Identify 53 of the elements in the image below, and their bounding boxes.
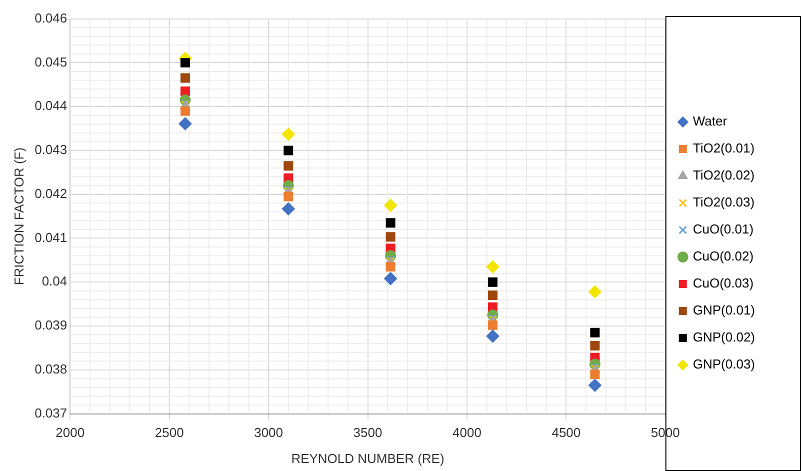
point (588, 285, 602, 298)
legend-label: TiO2(0.02) (692, 168, 755, 183)
point (384, 198, 398, 212)
point (284, 161, 294, 171)
point (384, 272, 398, 286)
y-tick-label: 0.043 (34, 142, 68, 158)
point (386, 262, 396, 272)
point (180, 73, 190, 83)
y-tick-label: 0.041 (34, 230, 68, 245)
x-tick-label: 4500 (552, 425, 581, 440)
legend-label: TiO2(0.03) (692, 194, 755, 210)
point (488, 290, 498, 300)
point (386, 232, 396, 242)
point (178, 117, 192, 130)
x-tick-label: 4000 (452, 425, 482, 440)
x-tick-label: 3500 (353, 425, 382, 440)
y-tick-label: 0.037 (34, 405, 68, 420)
legend-label: CuO(0.03) (692, 276, 754, 291)
y-tick-label: 0.039 (34, 318, 68, 333)
x-axis-title: REYNOLD NUMBER (RE) (291, 450, 444, 466)
point (486, 260, 500, 274)
y-tick-label: 0.042 (34, 186, 68, 201)
point (488, 320, 498, 330)
legend-label: Water (692, 114, 728, 129)
legend-label: TiO2(0.01) (692, 140, 755, 156)
legend-label: GNP(0.02) (692, 330, 756, 345)
point (590, 328, 600, 338)
point (180, 58, 190, 68)
point (590, 370, 600, 380)
legend-label: CuO(0.02) (692, 248, 754, 264)
point (180, 106, 190, 116)
point (284, 192, 294, 202)
legend-label: CuO(0.01) (692, 222, 754, 237)
legend-label: GNP(0.03) (692, 356, 756, 372)
y-tick-label: 0.04 (42, 274, 68, 289)
point (588, 378, 602, 392)
y-tick-label: 0.045 (34, 54, 68, 70)
point (488, 277, 498, 287)
y-axis-title: FRICTION FACTOR (F) (11, 147, 26, 286)
point (284, 146, 294, 156)
legend-label: GNP(0.01) (692, 302, 756, 318)
y-tick-label: 0.046 (34, 10, 68, 26)
y-tick-label: 0.044 (34, 98, 68, 114)
point (282, 128, 295, 141)
point (486, 330, 500, 343)
point (386, 218, 396, 228)
x-tick-label: 2000 (56, 425, 85, 440)
x-tick-label: 2500 (154, 425, 184, 440)
y-tick-label: 0.038 (34, 361, 68, 376)
x-tick-label: 3000 (254, 425, 284, 440)
point (590, 341, 600, 351)
point (282, 202, 295, 216)
point (180, 86, 190, 96)
